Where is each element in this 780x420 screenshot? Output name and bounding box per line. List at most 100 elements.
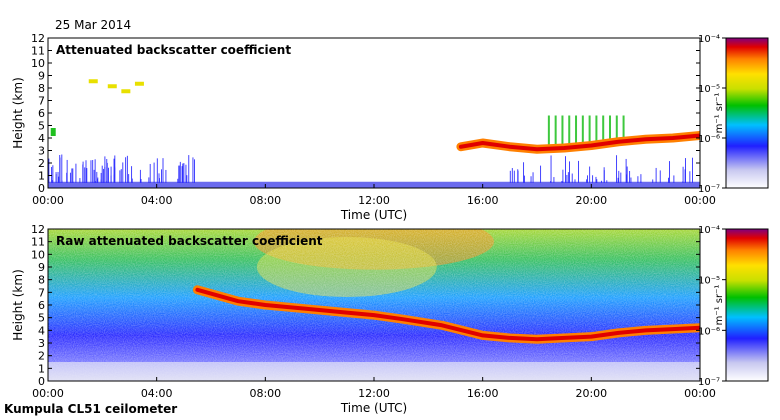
y-tick-label: 7 — [38, 286, 45, 299]
signal-streak — [101, 165, 103, 183]
signal-streak — [606, 180, 608, 183]
panel-title: Attenuated backscatter coefficient — [56, 43, 291, 57]
signal-streak — [159, 178, 160, 183]
y-axis-label: Height (km) — [11, 77, 25, 148]
signal-streak — [655, 167, 657, 183]
signal-streak — [668, 177, 669, 183]
signal-streak — [692, 157, 693, 183]
signal-streak — [523, 162, 525, 183]
cloud-patch — [50, 128, 56, 136]
signal-streak — [52, 180, 54, 183]
colorbar-tick-label: 10⁻⁴ — [698, 34, 720, 45]
signal-streak — [90, 160, 92, 183]
signal-streak — [149, 163, 151, 183]
signal-streak — [119, 170, 121, 183]
signal-streak — [75, 163, 77, 183]
signal-streak — [659, 170, 661, 183]
y-tick-label: 7 — [38, 95, 45, 108]
signal-streak — [114, 166, 116, 183]
signal-streak — [673, 175, 675, 183]
signal-streak — [589, 166, 591, 183]
signal-streak — [617, 177, 619, 183]
signal-streak — [509, 170, 511, 183]
signal-streak — [188, 155, 190, 183]
precip-column — [575, 115, 578, 146]
y-tick-label: 10 — [31, 57, 45, 70]
signal-streak — [587, 175, 588, 183]
signal-streak — [140, 179, 142, 183]
signal-streak — [630, 177, 632, 183]
signal-streak — [93, 169, 95, 183]
x-tick-label: 00:00 — [684, 387, 716, 400]
x-tick-label: 04:00 — [141, 194, 173, 207]
signal-streak — [178, 165, 180, 183]
colorbar-tick-label: 10⁻⁷ — [698, 184, 720, 195]
colorbar-label: m⁻¹ sr⁻¹ — [714, 285, 725, 326]
signal-streak — [59, 154, 61, 183]
y-tick-label: 8 — [38, 274, 45, 287]
signal-streak — [562, 169, 564, 183]
signal-streak — [595, 176, 597, 183]
signal-streak — [120, 169, 122, 183]
signal-streak — [71, 168, 73, 183]
plot-area — [48, 38, 700, 188]
signal-streak — [517, 169, 519, 183]
signal-streak — [625, 158, 627, 183]
chart-panel-1: Attenuated backscatter coefficient012345… — [11, 32, 769, 222]
signal-streak — [513, 170, 515, 183]
y-axis-label: Height (km) — [11, 269, 25, 340]
colorbar-tick-label: 10⁻⁶ — [698, 326, 720, 337]
signal-streak — [685, 158, 686, 183]
signal-streak — [162, 158, 164, 183]
x-tick-label: 04:00 — [141, 387, 173, 400]
signal-streak — [540, 165, 542, 183]
cloud-patch — [134, 81, 144, 86]
colorbar-tick-label: 10⁻⁶ — [698, 134, 720, 145]
signal-streak — [574, 179, 576, 183]
signal-streak — [550, 181, 552, 183]
signal-streak — [153, 162, 155, 183]
y-tick-label: 6 — [38, 107, 45, 120]
signal-streak — [85, 160, 87, 183]
y-tick-label: 5 — [38, 312, 45, 325]
signal-streak — [72, 168, 74, 183]
boundary-layer — [48, 362, 700, 381]
precip-column — [622, 115, 625, 146]
signal-streak — [596, 179, 598, 183]
x-tick-label: 16:00 — [467, 387, 499, 400]
date-label: 25 Mar 2014 — [55, 18, 131, 32]
signal-streak — [158, 173, 160, 183]
y-tick-label: 3 — [38, 337, 45, 350]
x-tick-label: 20:00 — [575, 194, 607, 207]
cloud-layer — [195, 287, 700, 342]
x-tick-label: 08:00 — [249, 194, 281, 207]
signal-streak — [689, 171, 691, 183]
signal-streak — [58, 176, 60, 183]
signal-streak — [179, 165, 181, 183]
signal-streak — [553, 177, 555, 183]
cloud-patch — [107, 84, 117, 89]
y-tick-label: 5 — [38, 120, 45, 133]
y-tick-label: 4 — [38, 132, 45, 145]
x-tick-label: 12:00 — [358, 194, 390, 207]
y-tick-label: 12 — [31, 32, 45, 45]
signal-streak — [128, 174, 130, 183]
signal-streak — [131, 166, 133, 183]
y-tick-label: 11 — [31, 236, 45, 249]
x-axis-label: Time (UTC) — [340, 208, 407, 222]
signal-streak — [110, 166, 112, 183]
signal-streak — [108, 167, 109, 183]
noise-overlay — [48, 229, 700, 381]
y-tick-label: 10 — [31, 248, 45, 261]
colorbar-tick-label: 10⁻⁵ — [698, 276, 720, 287]
precip-column — [602, 115, 605, 146]
signal-streak — [578, 160, 580, 183]
signal-streak — [165, 169, 167, 183]
precip-column — [595, 115, 598, 146]
signal-streak — [122, 162, 124, 183]
signal-streak — [84, 167, 86, 183]
signal-streak — [626, 174, 628, 183]
signal-streak — [194, 159, 195, 183]
y-tick-label: 9 — [38, 261, 45, 274]
panels: Attenuated backscatter coefficient012345… — [11, 32, 769, 415]
